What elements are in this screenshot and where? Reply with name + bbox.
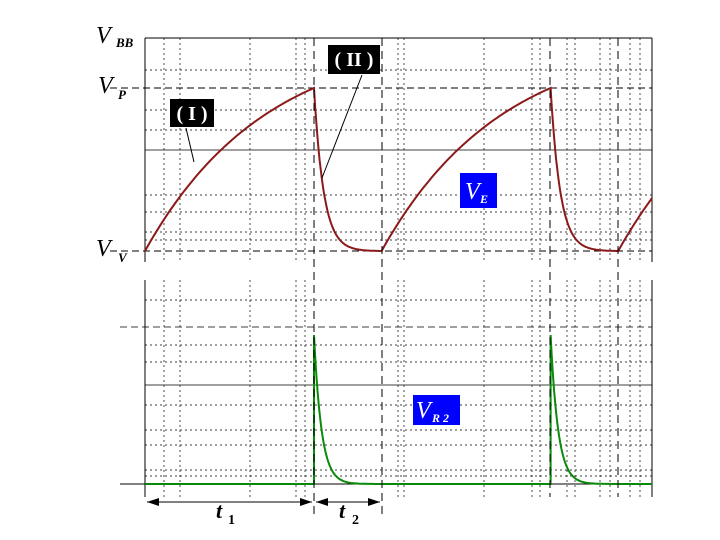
t2-arrow-left-head (316, 498, 328, 506)
ve-series-label: V E (460, 173, 497, 208)
t1-arrow-right-head (300, 498, 312, 506)
annotation-2-box (328, 45, 380, 74)
annotation-1-box (170, 99, 214, 127)
annotation-discharge-region: ( II ) (321, 45, 380, 179)
vr2-label-box (413, 395, 460, 425)
ve-waveform (144, 86, 653, 252)
top-horizontal-dotted-gridlines (145, 69, 652, 241)
vr2-label-main: V (416, 398, 433, 424)
vp-label-sub: P (118, 87, 127, 102)
vr2-plot (120, 280, 653, 497)
annotation-1-pointer (185, 127, 195, 163)
annotation-2-text: ( II ) (335, 49, 374, 71)
vv-label-main: V (96, 236, 113, 262)
bottom-horizontal-dotted-gridlines (145, 299, 652, 477)
t2-label-sub: 2 (352, 513, 359, 528)
level-label-vp: V P (98, 73, 127, 102)
vv-label-sub: V (118, 250, 128, 265)
annotation-2-pointer (321, 74, 363, 179)
ve-label-box (460, 173, 497, 208)
ve-label-sub: E (479, 192, 488, 206)
vr2-series-label: V R 2 (413, 395, 460, 425)
level-label-vv: V V (96, 236, 128, 265)
t2-label-main: t (339, 498, 346, 523)
vp-label-main: V (98, 73, 115, 99)
annotation-charge-region: ( I ) (170, 99, 214, 163)
vr2-label-sub: R 2 (431, 411, 449, 425)
vr2-waveform (145, 334, 652, 485)
level-label-vbb: V BB (96, 23, 134, 50)
vbb-label-sub: BB (115, 35, 134, 50)
top-vertical-dotted-gridlines (163, 38, 641, 262)
annotation-1-text: ( I ) (176, 103, 207, 125)
t2-interval: t 2 (316, 498, 380, 528)
t1-label-main: t (216, 498, 223, 523)
transition-markers (313, 38, 619, 515)
bottom-vertical-dotted-gridlines (163, 280, 641, 497)
t1-arrow-left-head (147, 498, 159, 506)
t1-label-sub: 1 (228, 513, 235, 528)
t1-interval: t 1 (147, 498, 312, 528)
t2-arrow-right-head (368, 498, 380, 506)
ve-label-main: V (465, 179, 482, 205)
vbb-label-main: V (96, 23, 113, 49)
ve-plot (110, 37, 653, 262)
